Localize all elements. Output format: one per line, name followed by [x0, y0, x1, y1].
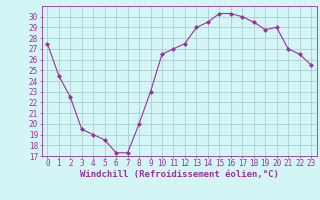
X-axis label: Windchill (Refroidissement éolien,°C): Windchill (Refroidissement éolien,°C)	[80, 170, 279, 179]
